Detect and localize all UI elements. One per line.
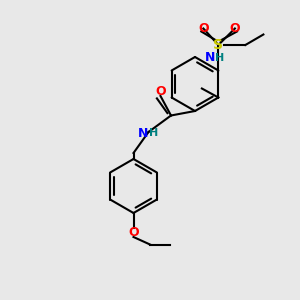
Text: H: H [215,53,224,63]
Text: O: O [198,22,209,35]
Text: H: H [149,128,158,139]
Text: O: O [230,22,240,35]
Text: S: S [213,38,224,52]
Text: O: O [155,85,166,98]
Text: N: N [138,127,148,140]
Text: N: N [205,51,215,64]
Text: O: O [128,226,139,239]
